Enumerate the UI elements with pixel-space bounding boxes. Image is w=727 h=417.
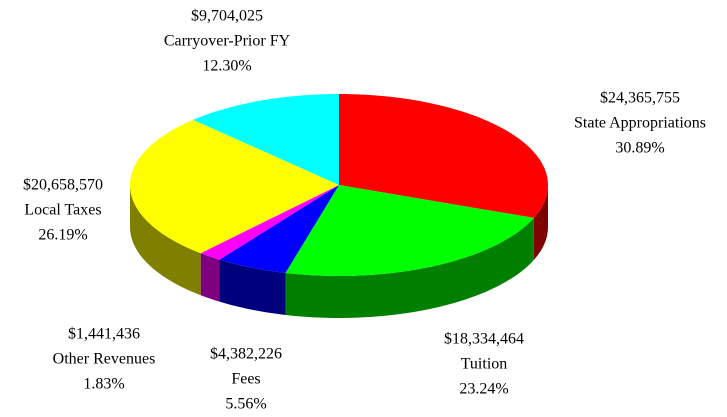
amount-label: $20,658,570: [23, 177, 103, 194]
category-label: Carryover-Prior FY: [164, 33, 291, 50]
slice-side: [219, 259, 286, 315]
slice: [219, 185, 339, 273]
slice-side: [130, 185, 201, 296]
slice: [339, 94, 548, 218]
value-label: 26.19%: [38, 227, 87, 244]
category-label: Fees: [231, 371, 260, 388]
value-label: 30.89%: [615, 140, 664, 157]
category-label: State Appropriations: [574, 115, 706, 132]
value-label: 5.56%: [225, 396, 266, 413]
value-label: 23.24%: [459, 381, 508, 398]
slice-side: [533, 185, 548, 260]
slice-side: [285, 217, 534, 318]
amount-label: $9,704,025: [191, 8, 263, 25]
slice: [285, 185, 534, 276]
slice: [130, 119, 339, 254]
slice: [193, 94, 339, 185]
value-label: 12.30%: [202, 58, 251, 75]
value-label: 1.83%: [83, 376, 124, 393]
amount-label: $1,441,436: [68, 326, 140, 343]
category-label: Other Revenues: [53, 351, 156, 368]
amount-label: $4,382,226: [210, 346, 282, 363]
slice: [200, 185, 339, 260]
category-label: Local Taxes: [24, 202, 101, 219]
amount-label: $18,334,464: [444, 331, 524, 348]
category-label: Tuition: [461, 356, 508, 373]
amount-label: $24,365,755: [600, 90, 680, 107]
slice-side: [200, 253, 220, 302]
